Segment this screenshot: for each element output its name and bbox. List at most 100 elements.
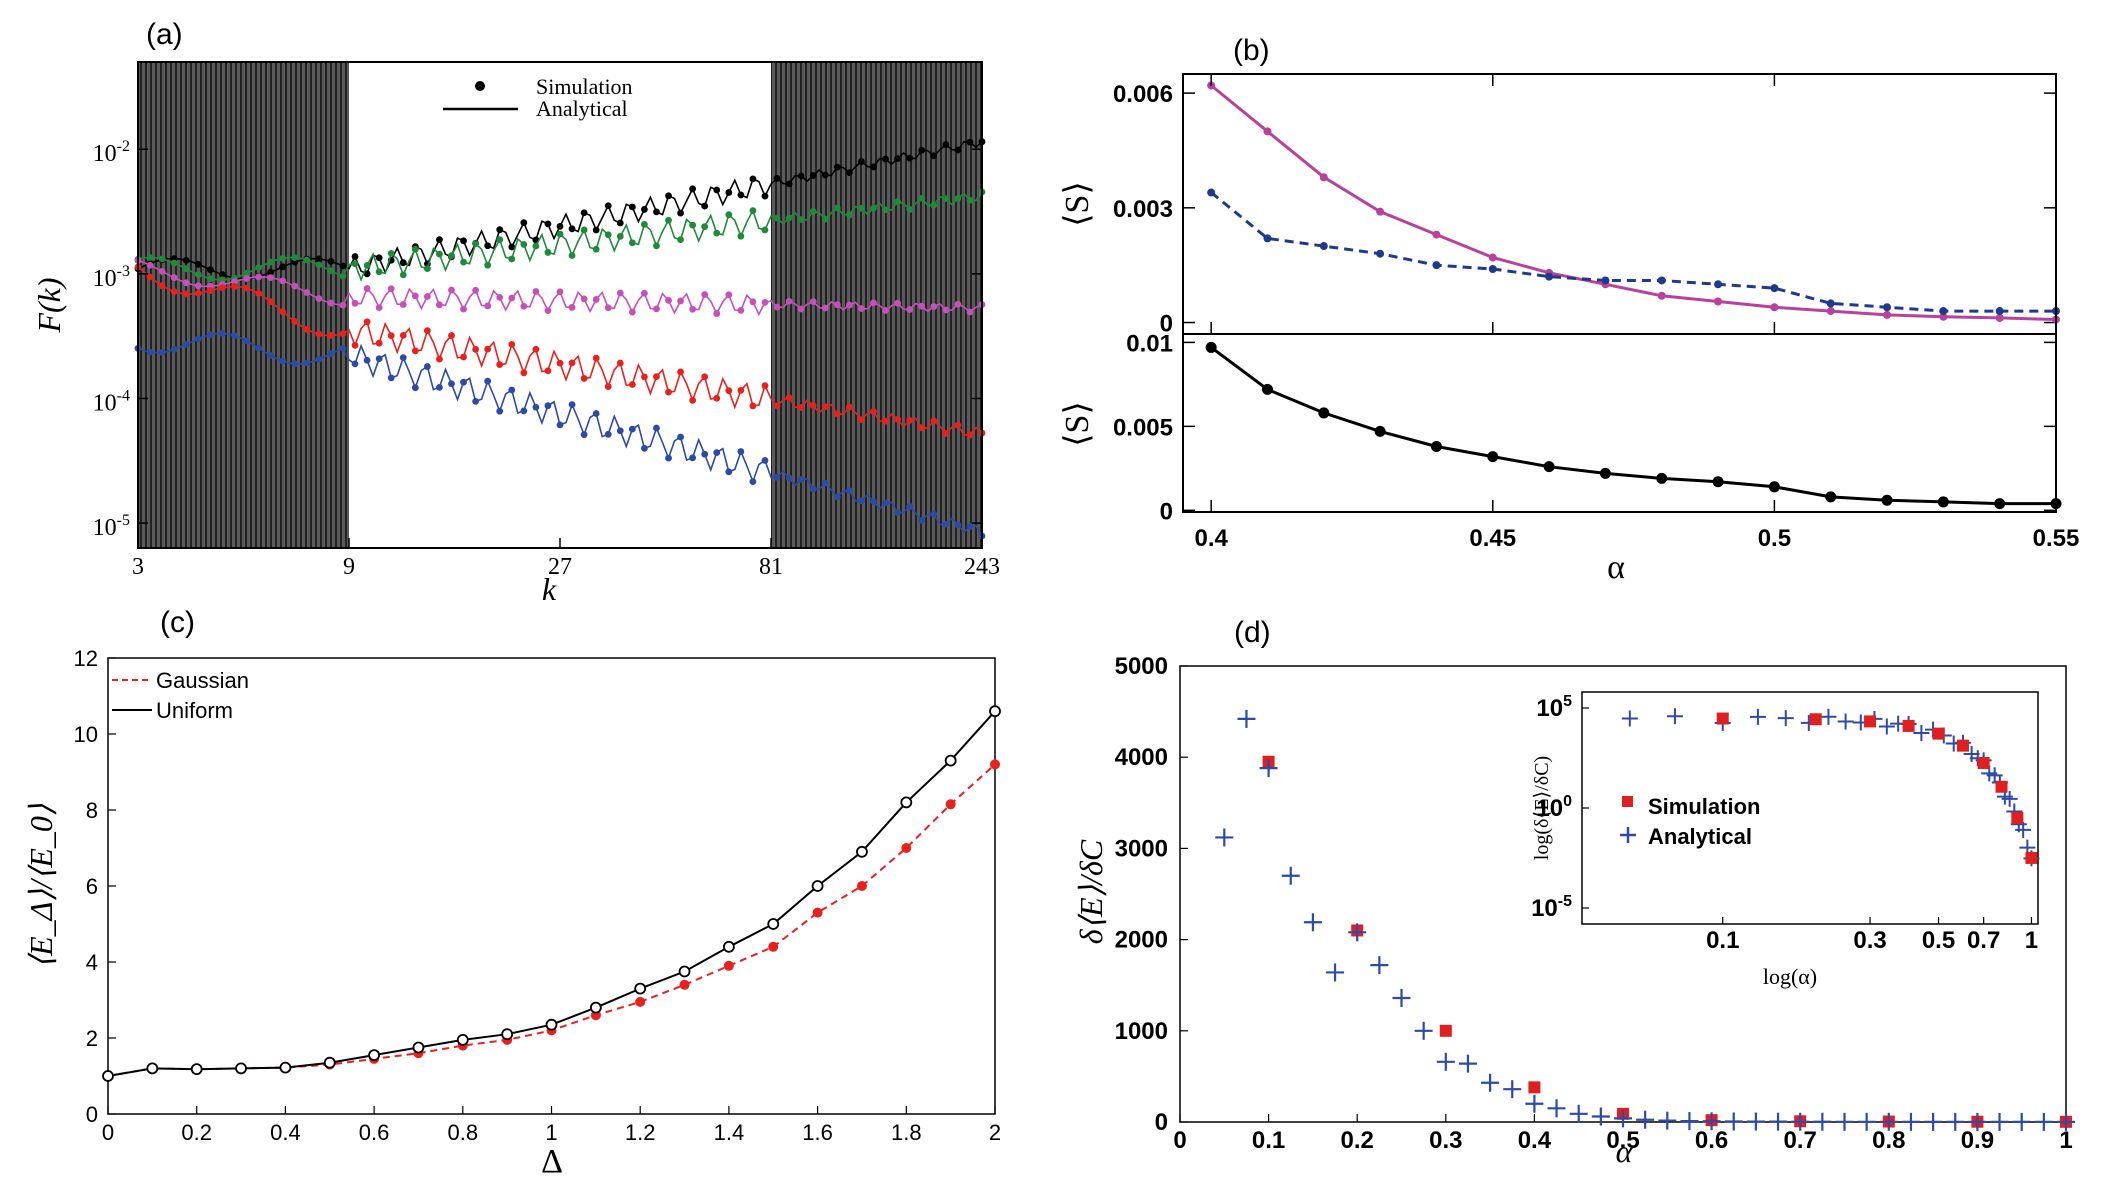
c-series-point-Gaussian [768, 941, 779, 952]
a-series-point-s4 [387, 332, 395, 340]
a-series-point-s2 [532, 242, 540, 250]
b-top-series-point-1 [1376, 249, 1385, 258]
a-series-point-s3 [845, 301, 853, 309]
a-series-point-s3 [158, 267, 166, 275]
a-series-point-s5 [749, 478, 757, 486]
b-top-series-point-0 [1432, 230, 1441, 239]
a-series-point-s4 [267, 298, 275, 306]
a-series-point-s2 [170, 259, 178, 267]
b-bottom-series-point-0 [1712, 476, 1724, 488]
d-inset-sim-point [1902, 719, 1915, 732]
c-ticks: 0 0.2 0.4 0.6 0.8 1 1.2 1.4 1.6 1.8 2 0 2 4 6 8 10 12 [74, 646, 1002, 1145]
a-series-point-s4 [749, 402, 757, 410]
a-series-point-s1 [809, 172, 817, 179]
a-legend-dot [475, 81, 485, 91]
a-series-point-s5 [725, 468, 733, 476]
c-series-point-Uniform [900, 796, 913, 809]
a-series-point-s2 [845, 211, 853, 219]
d-analytical-point [1215, 828, 1234, 847]
b-xtick-label: 0.55 [2033, 525, 2080, 552]
a-series-point-s2 [327, 267, 335, 275]
a-xtick-label: 81 [759, 554, 783, 580]
d-inset-ytick-label: 100 [1536, 793, 1572, 822]
a-series-point-s5 [797, 475, 805, 483]
b-top-ytick-label: 0.006 [1113, 81, 1173, 108]
a-series-point-s4 [689, 396, 697, 404]
a-series-point-s5 [387, 374, 395, 382]
b-bottom-series-point-0 [1374, 425, 1386, 437]
a-series-point-s3 [255, 273, 262, 281]
a-series-point-s3 [448, 286, 455, 294]
d-inset-analytical-point [2015, 821, 2032, 838]
d-inset-series [1621, 708, 2040, 867]
a-series-point-s2 [508, 255, 516, 263]
a-series-point-s4 [484, 345, 492, 353]
a-series-point-s4 [665, 388, 672, 396]
a-series-point-s4 [255, 290, 262, 297]
a-series-point-s5 [484, 377, 492, 385]
a-series-point-s3 [520, 302, 528, 310]
a-series-point-s2 [399, 271, 407, 279]
a-series-point-s1 [628, 203, 636, 211]
panel-d-label: (d) [1234, 616, 1271, 649]
panel-b-label: (b) [1233, 34, 1270, 67]
a-series-point-s4 [725, 387, 733, 395]
c-ytick-label: 8 [86, 798, 98, 823]
b-top-series-point-1 [1432, 261, 1441, 270]
a-series-point-s2 [677, 236, 684, 244]
c-series-point-Uniform [146, 1062, 159, 1075]
d-sim-point [1439, 1024, 1452, 1037]
a-series-point-s4 [448, 332, 455, 339]
b-top-ytick-label: 0.003 [1113, 196, 1173, 223]
b-top-series-point-1 [1714, 280, 1723, 289]
a-series-point-s3 [291, 282, 299, 290]
c-xtick-label: 0.8 [448, 1120, 479, 1145]
a-series-point-s4 [170, 288, 178, 295]
d-inset-analytical-point [1749, 708, 1766, 725]
a-series-point-s4 [158, 282, 166, 290]
c-series-point-Uniform [856, 845, 868, 858]
a-series-point-s2 [749, 207, 757, 215]
a-series-point-s2 [436, 250, 443, 258]
a-series-point-s3 [423, 293, 431, 300]
a-series-point-s5 [592, 410, 600, 417]
a-series-point-s4 [882, 417, 889, 425]
d-analytical-point [1569, 1104, 1588, 1123]
d-inset-analytical-point [1913, 724, 1930, 741]
d-xtick-label: 0.7 [1784, 1127, 1817, 1154]
d-analytical-point [1436, 1052, 1455, 1071]
a-series-point-s3 [351, 299, 359, 307]
a-series-point-s5 [496, 407, 504, 415]
panel-c: (c) 0 0.2 0.4 0.6 0.8 1 1.2 1.4 1.6 1.8 2 0 2 4 6 8 10 12… [23, 606, 1001, 1180]
a-series-point-s5 [616, 427, 624, 435]
a-series-point-s5 [713, 449, 721, 457]
a-series-point-s2 [351, 260, 359, 268]
a-series-point-s4 [737, 386, 745, 394]
a-series-point-s2 [821, 215, 829, 223]
a-series-point-s5 [194, 335, 202, 343]
d-analytical-point [1857, 1112, 1876, 1131]
a-series-point-s5 [158, 349, 166, 356]
a-series-point-s1 [315, 255, 323, 263]
a-series-point-s5 [351, 360, 359, 368]
b-top-series-point-0 [1995, 313, 2004, 322]
a-series-point-s3 [556, 288, 564, 296]
d-ytick-label: 3000 [1115, 835, 1168, 862]
d-inset-legend-square [1622, 796, 1633, 807]
c-series-point-Gaussian [856, 881, 867, 891]
b-top-series-point-1 [1657, 276, 1666, 285]
c-ytick-label: 4 [86, 950, 98, 975]
b-bottom-ylabel: ⟨S⟩ [1059, 401, 1096, 446]
a-series-point-s3 [628, 308, 636, 316]
a-series-point-s3 [677, 297, 684, 305]
c-series-point-Uniform [545, 1018, 558, 1031]
d-inset-sim-point [1932, 727, 1945, 740]
c-ytick-label: 12 [74, 646, 98, 671]
b-bottom-series-line-0 [1210, 346, 2056, 506]
b-top-series-point-1 [1319, 242, 1328, 251]
a-series-point-s4 [858, 416, 865, 424]
a-series-point-s3 [665, 296, 672, 304]
a-series-point-s1 [484, 242, 492, 250]
d-inset-sim-point [1956, 739, 1969, 752]
